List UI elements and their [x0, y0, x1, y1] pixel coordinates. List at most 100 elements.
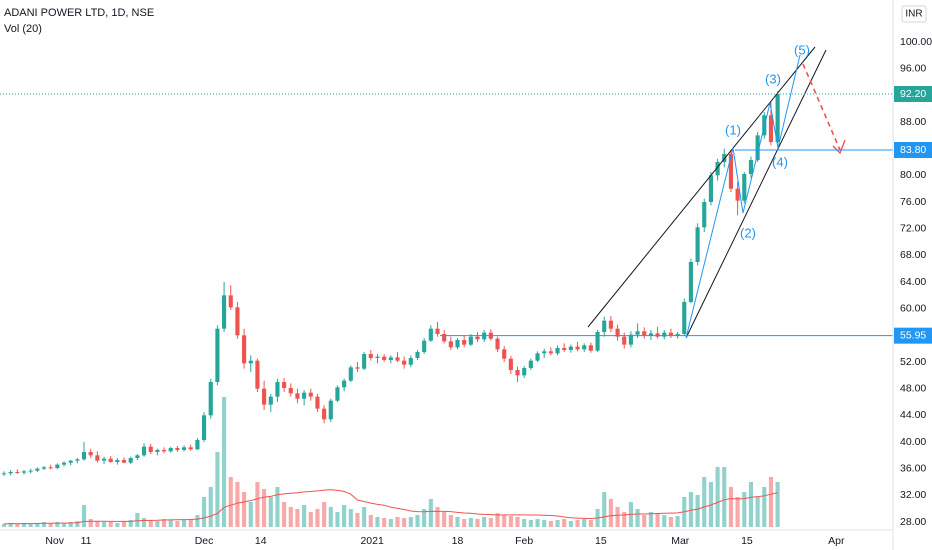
volume-bar [248, 502, 253, 527]
candle-body [168, 448, 173, 452]
projection-arrow [802, 63, 841, 151]
candle-body [48, 467, 53, 469]
chart-title: ADANI POWER LTD, 1D, NSE [4, 7, 154, 19]
volume-bar [602, 492, 607, 527]
volume-bar [448, 515, 453, 527]
volume-bar [108, 522, 113, 527]
volume-bar [68, 522, 73, 527]
y-tick-label: 28.00 [900, 516, 926, 528]
volume-ma [3, 489, 778, 525]
volume-bar [522, 519, 527, 527]
wave-label: (4) [772, 154, 788, 169]
volume-bar [15, 524, 20, 527]
candle-body [41, 467, 47, 469]
volume-bar [28, 524, 33, 527]
volume-bar [575, 520, 580, 527]
volume-bar [422, 509, 427, 527]
candle-body [121, 460, 127, 463]
candle-body [68, 460, 73, 463]
currency[interactable]: INR [905, 9, 922, 20]
volume-bar [442, 512, 447, 527]
volume-bar [88, 519, 93, 527]
y-tick-label: 80.00 [900, 169, 926, 181]
volume-bar [75, 521, 80, 527]
candle-body [655, 333, 660, 337]
candle-body [562, 348, 567, 350]
x-tick-label: Dec [195, 535, 214, 547]
candle-body [188, 447, 193, 450]
volume-bar [568, 521, 573, 527]
x-tick-label: 14 [255, 535, 267, 547]
candle-body [548, 351, 553, 354]
candle-body [668, 332, 673, 336]
candle-body [262, 388, 267, 405]
volume-bar [222, 397, 227, 527]
candle-body [202, 415, 207, 440]
candle-body [595, 332, 600, 351]
volume-bar [295, 509, 300, 527]
volume-bar [61, 523, 67, 527]
candle-body [95, 455, 100, 461]
candle-body [495, 338, 500, 350]
candle-body [602, 320, 607, 332]
candle-body [775, 94, 780, 142]
volume-bar [128, 520, 133, 527]
volume-bar [208, 487, 213, 527]
y-tick-label: 88.00 [900, 116, 926, 128]
y-tick-label: 68.00 [900, 249, 926, 261]
volume-bar [8, 523, 13, 527]
x-tick-label: Feb [515, 535, 533, 547]
volume-bar [555, 520, 560, 527]
volume-bar [455, 517, 460, 527]
volume-bar [588, 520, 593, 527]
level-label-box [894, 142, 932, 158]
wave-label: (5) [794, 42, 810, 57]
level-label: 55.95 [900, 329, 926, 341]
candle-body [81, 452, 87, 460]
candle-body [748, 160, 754, 174]
volume-bar [702, 477, 707, 527]
volume-bar [648, 512, 653, 527]
wave-line [685, 54, 801, 339]
candle-body [308, 392, 313, 397]
volume-bar [435, 507, 440, 527]
candle-body [195, 440, 200, 450]
candle-body [502, 349, 507, 359]
volume-bar [268, 497, 273, 527]
candle-body [755, 135, 760, 160]
volume-bar [642, 515, 647, 527]
candle-body [8, 472, 13, 474]
currency-box[interactable] [901, 5, 927, 23]
drawings: (1) (2) (3) (4) (5) [0, 42, 893, 339]
volume-bar [81, 505, 87, 527]
volume-bar [662, 515, 667, 527]
candle-body [662, 332, 667, 337]
y-tick-label: 72.00 [900, 222, 926, 234]
candle-body [535, 353, 540, 361]
x-tick-label: 2021 [360, 535, 384, 547]
candle-body [635, 331, 640, 335]
candle-body [695, 227, 700, 262]
candle-body [328, 400, 333, 420]
volume-bar [502, 515, 507, 527]
candle-body [688, 262, 693, 302]
candle-body [61, 462, 67, 465]
candle-body [442, 334, 447, 342]
volume-bar [262, 489, 267, 527]
y-tick-label: 32.00 [900, 489, 926, 501]
candle-body [15, 472, 20, 473]
volume-bar [368, 515, 373, 527]
volume-bar [495, 513, 500, 527]
volume-title: Vol (20) [4, 23, 42, 35]
volume-bar [188, 519, 193, 527]
candle-body [582, 345, 587, 350]
candle-body [141, 446, 147, 456]
candle-body [735, 188, 740, 201]
last-price-label: 92.20 [900, 88, 926, 100]
volume-bar [375, 517, 380, 527]
volume-bar [722, 467, 727, 527]
candle-body [628, 334, 633, 345]
arrow-head [832, 139, 846, 155]
candle-body [382, 356, 387, 360]
